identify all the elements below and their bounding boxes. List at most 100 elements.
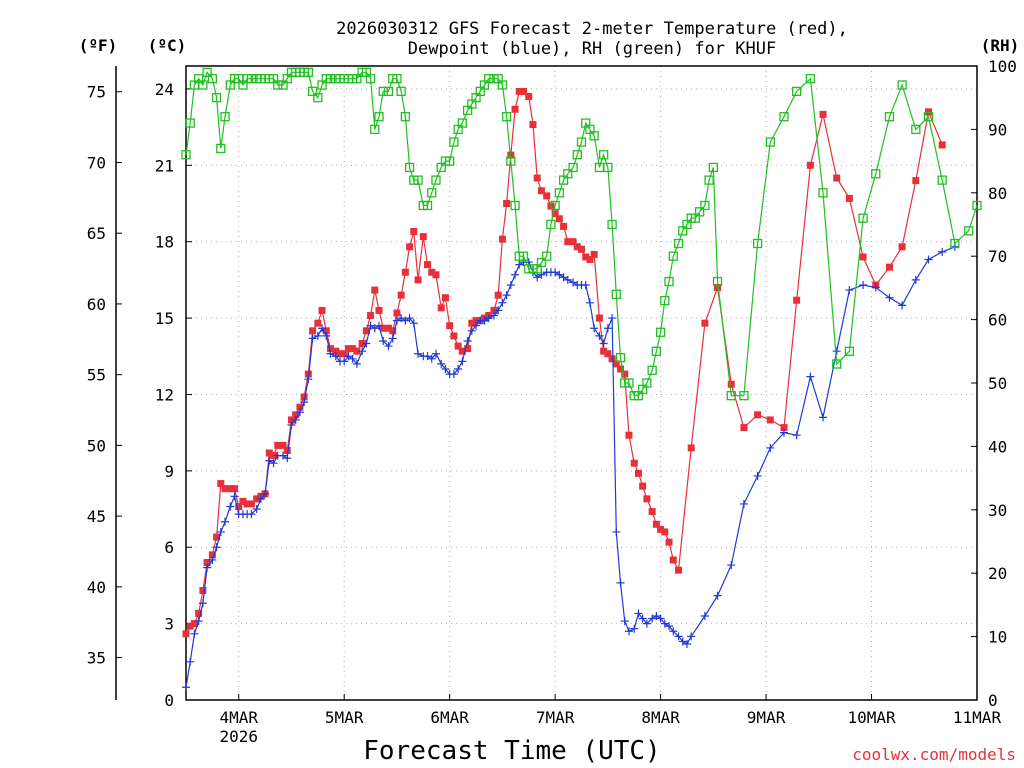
rh-point	[497, 80, 508, 90]
fahrenheit-tick-label: 50	[87, 436, 106, 455]
temperature-point	[397, 291, 405, 299]
dewpoint-point	[753, 471, 762, 480]
temperature-point	[924, 108, 932, 116]
rh-point	[937, 175, 947, 185]
axes: 0 3 6 9 12 15 18 21 24 35 40 45 50 55 60 65 70 75 0 10 20 30 4…	[87, 57, 1017, 746]
dewpoint-point	[687, 632, 696, 641]
temperature-point	[340, 350, 348, 358]
dewpoint-point	[713, 591, 722, 600]
dewpoint-point	[379, 336, 388, 345]
rh-point	[607, 219, 617, 230]
rh-point	[378, 86, 388, 97]
rh-point	[858, 213, 868, 223]
temperature-point	[349, 345, 357, 353]
fahrenheit-tick-label: 70	[87, 153, 106, 172]
temperature-point	[389, 327, 397, 335]
dewpoint-point	[198, 599, 207, 608]
dewpoint-point	[819, 413, 828, 422]
rh-point	[779, 112, 789, 122]
chart-title-line-1: 2026030312 GFS Forecast 2-meter Temperat…	[336, 19, 848, 39]
rh-point	[805, 74, 816, 84]
temperature-point	[793, 296, 801, 304]
rh-point	[897, 80, 907, 90]
dewpoint-point	[287, 421, 296, 430]
temperature-point	[648, 508, 656, 516]
rh-point	[400, 112, 411, 122]
dewpoint-point	[484, 314, 493, 323]
temperature-point	[253, 495, 261, 503]
temperature-point	[634, 469, 642, 477]
rh-point	[923, 112, 934, 122]
dewpoint-point	[313, 331, 322, 340]
dewpoint-point	[569, 278, 578, 287]
temperature-point	[318, 306, 326, 314]
rh-point	[568, 162, 578, 173]
dewpoint-point	[559, 273, 568, 282]
rh-point	[765, 137, 775, 147]
temperature-point	[600, 347, 608, 355]
dewpoint-point	[265, 456, 274, 465]
rh-tick-label: 90	[988, 120, 1007, 139]
dewpoint-point	[269, 459, 278, 468]
dewpoint-point	[401, 316, 410, 325]
dewpoint-point	[437, 359, 446, 368]
temperature-point	[669, 556, 677, 564]
temperature-point	[401, 268, 409, 276]
temperature-point	[336, 350, 344, 358]
rh-point	[518, 251, 529, 261]
rh-tick-label: 100	[988, 57, 1017, 76]
rh-point	[365, 74, 376, 84]
rh-point	[554, 188, 565, 198]
dewpoint-point	[331, 352, 340, 361]
temperature-point	[375, 306, 383, 314]
x-tick-label: 9MAR	[747, 708, 786, 727]
temperature-point	[221, 485, 229, 493]
dewpoint-point	[551, 268, 560, 277]
temperature-point	[437, 304, 445, 312]
dewpoint-point	[423, 352, 432, 361]
dewpoint-point	[384, 342, 393, 351]
rh-point	[660, 295, 670, 306]
temperature-point	[754, 411, 762, 419]
dewpoint-point	[362, 339, 371, 348]
dewpoint-point	[194, 617, 203, 626]
temperature-point	[322, 327, 330, 335]
dewpoint-point	[590, 324, 599, 333]
rh-point	[871, 169, 881, 179]
rh-point	[510, 200, 520, 211]
temperature-point	[740, 424, 748, 432]
fahrenheit-tick-label: 55	[87, 366, 106, 385]
celsius-tick-label: 3	[164, 615, 174, 634]
rh-point	[589, 131, 599, 141]
x-tick-sublabel: 2026	[219, 727, 258, 746]
rh-point	[550, 200, 560, 211]
rh-point	[726, 391, 736, 401]
temperature-point	[569, 238, 577, 246]
dewpoint-point	[203, 563, 212, 572]
dewpoint-point	[247, 510, 256, 519]
rh-point	[185, 118, 195, 128]
rh-point	[911, 124, 921, 135]
dewpoint-point	[612, 527, 621, 536]
rh-tick-label: 30	[988, 501, 1007, 520]
temperature-point	[503, 199, 511, 207]
dewpoint-point	[498, 298, 507, 307]
dewpoint-point	[656, 614, 665, 623]
rh-tick-label: 10	[988, 628, 1007, 647]
temperature-point	[661, 528, 669, 536]
temperature-point	[643, 495, 651, 503]
rh-point	[576, 137, 587, 147]
dewpoint-point	[665, 622, 674, 631]
celsius-tick-label: 15	[155, 309, 174, 328]
temperature-point	[287, 416, 295, 424]
temperature-point	[296, 403, 304, 411]
rh-point	[792, 86, 802, 97]
credit-link[interactable]: coolwx.com/models	[852, 745, 1016, 764]
fahrenheit-tick-label: 75	[87, 83, 106, 102]
temperature-point	[283, 446, 291, 454]
temperature-point	[529, 121, 537, 129]
temperature-point	[701, 319, 709, 327]
temperature-point	[590, 250, 598, 258]
rh-point	[542, 251, 552, 261]
